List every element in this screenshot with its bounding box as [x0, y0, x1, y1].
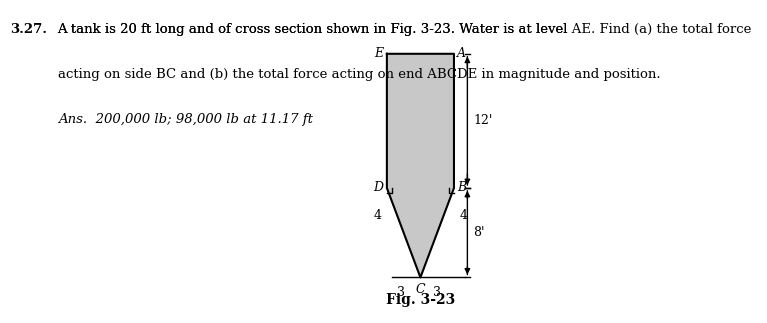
- Text: C: C: [416, 283, 425, 296]
- Text: 8': 8': [473, 226, 485, 239]
- Text: 3.27.: 3.27.: [10, 23, 47, 36]
- Text: D: D: [374, 182, 384, 194]
- Text: 3: 3: [433, 287, 441, 299]
- Text: Fig. 3-23: Fig. 3-23: [386, 293, 455, 307]
- Text: A tank is 20 ft long and of cross section shown in Fig. 3-23. Water is at level: A tank is 20 ft long and of cross sectio…: [58, 23, 572, 36]
- Text: acting on side BC and (b) the total force acting on end ABCDE in magnitude and p: acting on side BC and (b) the total forc…: [58, 68, 660, 81]
- Polygon shape: [387, 54, 454, 277]
- Text: 4: 4: [374, 209, 381, 223]
- Text: E: E: [374, 47, 384, 60]
- Text: Ans.  200,000 lb; 98,000 lb at 11.17 ft: Ans. 200,000 lb; 98,000 lb at 11.17 ft: [58, 113, 312, 126]
- Text: 4: 4: [459, 209, 468, 223]
- Text: 3: 3: [397, 287, 406, 299]
- Text: B: B: [457, 182, 466, 194]
- Text: A: A: [457, 47, 466, 60]
- Text: 12': 12': [473, 114, 492, 127]
- Text: A tank is 20 ft long and of cross section shown in Fig. 3-23. Water is at level : A tank is 20 ft long and of cross sectio…: [58, 23, 752, 36]
